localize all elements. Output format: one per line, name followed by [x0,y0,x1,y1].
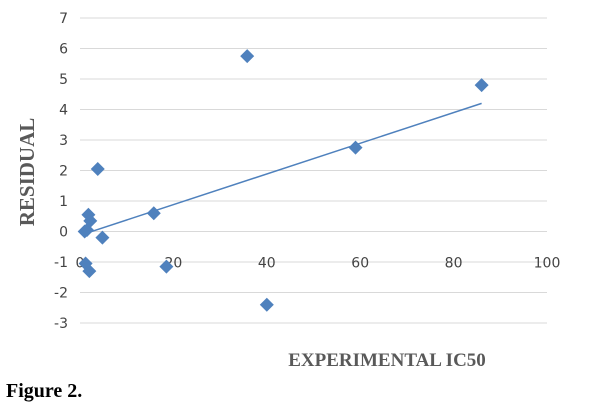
data-point [83,213,98,228]
data-points [77,49,489,312]
x-tick-label: 100 [534,256,561,272]
y-tick-label: 3 [59,133,68,149]
y-tick-label: -1 [54,255,68,271]
y-tick-label: 2 [59,164,68,180]
x-axis-tick-labels: 020406080100 [76,256,561,272]
data-point [146,206,161,221]
data-point [240,49,255,64]
x-tick-label: 60 [351,256,369,272]
y-axis-title: RESIDUAL [15,118,39,227]
trendline-line [82,102,482,236]
y-tick-label: 1 [59,194,68,210]
data-point [90,161,105,176]
grid-lines [80,17,547,324]
data-point [95,230,110,245]
y-tick-label: -2 [54,286,68,302]
y-axis-tick-labels: -3 -2 -1 0 1 2 3 4 5 6 7 [54,11,68,332]
data-point [82,264,97,279]
x-axis-title: EXPERIMENTAL IC50 [288,350,486,371]
y-tick-label: 7 [59,11,68,27]
y-tick-label: 0 [59,225,68,241]
y-tick-label: 4 [59,103,68,119]
data-point [348,140,363,155]
y-tick-label: 5 [59,72,68,88]
trendline [82,102,482,236]
x-tick-label: 80 [445,256,463,272]
x-tick-label: 40 [258,256,276,272]
y-tick-label: -3 [54,316,68,332]
data-point [259,297,274,312]
figure-caption: Figure 2. [6,380,83,402]
data-point [474,78,489,93]
y-tick-label: 6 [59,42,68,58]
data-point [159,259,174,274]
